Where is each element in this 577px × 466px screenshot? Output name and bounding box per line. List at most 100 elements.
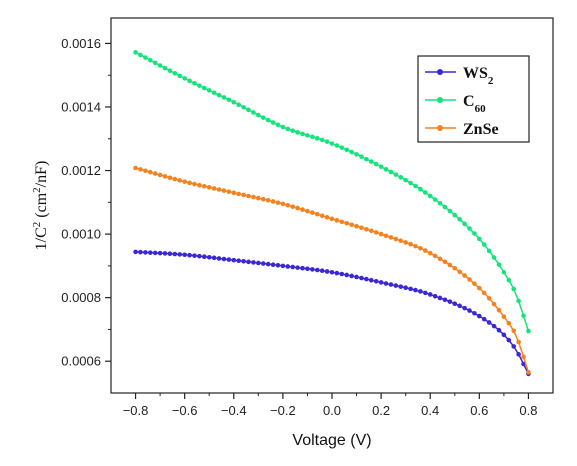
data-point bbox=[202, 85, 207, 91]
data-point bbox=[506, 337, 512, 343]
data-point bbox=[241, 192, 246, 198]
y-tick-label: 0.0012 bbox=[61, 163, 101, 178]
data-point bbox=[275, 262, 281, 268]
y-axis-title-unit-open: (cm bbox=[33, 192, 50, 221]
data-point bbox=[516, 298, 521, 304]
data-point bbox=[314, 136, 320, 141]
data-point bbox=[319, 137, 325, 143]
series-znse bbox=[133, 165, 531, 375]
data-point bbox=[236, 102, 241, 107]
data-point bbox=[260, 196, 266, 202]
data-point bbox=[324, 269, 330, 274]
data-point bbox=[418, 245, 423, 251]
data-point bbox=[388, 169, 394, 175]
data-point bbox=[388, 235, 394, 240]
data-point bbox=[334, 270, 340, 276]
legend-swatch-marker bbox=[437, 69, 443, 75]
data-point bbox=[359, 154, 364, 159]
data-point bbox=[324, 215, 330, 220]
data-point bbox=[437, 200, 443, 206]
data-point bbox=[457, 217, 462, 222]
data-point bbox=[187, 180, 192, 186]
data-point bbox=[310, 210, 315, 215]
data-point bbox=[354, 152, 359, 157]
data-point bbox=[172, 176, 178, 182]
data-point bbox=[491, 255, 497, 260]
data-point bbox=[467, 308, 472, 313]
data-point bbox=[231, 99, 237, 105]
data-point bbox=[393, 283, 399, 288]
y-tick-label: 0.0016 bbox=[61, 36, 101, 51]
data-point bbox=[368, 159, 374, 164]
data-point bbox=[162, 65, 168, 71]
data-point bbox=[344, 272, 350, 278]
data-point bbox=[305, 208, 310, 214]
data-point bbox=[152, 250, 158, 256]
data-point bbox=[349, 222, 354, 228]
legend-label-name: WS bbox=[463, 65, 488, 82]
data-point bbox=[472, 231, 477, 236]
data-point bbox=[275, 200, 281, 205]
data-point bbox=[226, 189, 232, 194]
data-point bbox=[442, 204, 448, 210]
data-point bbox=[314, 267, 320, 273]
y-axis: 0.0006 0.0008 0.0010 0.0012 0.0014 0.0016 bbox=[61, 36, 111, 369]
data-point bbox=[133, 165, 138, 171]
data-point bbox=[319, 268, 325, 274]
data-point bbox=[152, 60, 158, 66]
data-point bbox=[157, 172, 163, 178]
data-point bbox=[182, 76, 187, 81]
data-point bbox=[521, 354, 526, 360]
data-point bbox=[344, 147, 350, 153]
data-point bbox=[162, 174, 168, 179]
data-point bbox=[477, 236, 482, 242]
y-axis-title: 1/C2 (cm2/nF) bbox=[31, 161, 50, 251]
data-point bbox=[403, 285, 408, 291]
legend-label-subscript: 2 bbox=[488, 75, 494, 87]
data-point bbox=[290, 264, 296, 270]
legend-label-subscript: 60 bbox=[475, 103, 487, 115]
data-point bbox=[442, 297, 448, 303]
data-point bbox=[138, 52, 143, 58]
data-point bbox=[260, 261, 266, 266]
data-point bbox=[206, 88, 212, 93]
data-point bbox=[211, 255, 217, 261]
data-point bbox=[329, 216, 335, 222]
data-point bbox=[177, 252, 183, 257]
data-point bbox=[501, 269, 507, 275]
data-point bbox=[393, 172, 399, 177]
data-point bbox=[373, 161, 379, 167]
data-point bbox=[314, 211, 320, 217]
data-point bbox=[496, 307, 502, 313]
data-point bbox=[285, 264, 291, 269]
x-tick-label: 0.8 bbox=[519, 403, 537, 418]
data-point bbox=[423, 248, 428, 253]
data-point bbox=[408, 180, 413, 186]
x-tick-label: 0.2 bbox=[372, 403, 390, 418]
data-point bbox=[295, 130, 300, 135]
data-point bbox=[192, 80, 197, 86]
data-point bbox=[452, 265, 458, 271]
data-point bbox=[334, 218, 340, 223]
data-point bbox=[383, 167, 389, 172]
data-point bbox=[187, 252, 192, 258]
data-point bbox=[270, 199, 276, 204]
data-point bbox=[280, 201, 286, 207]
series-layer bbox=[133, 50, 531, 377]
data-point bbox=[378, 164, 384, 170]
data-point bbox=[202, 254, 207, 260]
data-point bbox=[403, 177, 408, 183]
data-point bbox=[413, 183, 418, 189]
series-c60 bbox=[133, 50, 531, 334]
data-point bbox=[491, 323, 497, 329]
data-point bbox=[226, 97, 232, 103]
y-axis-title-unit-sup: 2 bbox=[31, 187, 43, 193]
y-axis-title-prefix: 1/C bbox=[33, 227, 50, 250]
data-point bbox=[418, 289, 423, 294]
x-axis: −0.8 −0.6 −0.4 −0.2 0.0 0.2 0.4 0.6 0.8 bbox=[123, 393, 537, 418]
data-point bbox=[256, 260, 261, 266]
data-point bbox=[147, 250, 153, 255]
data-point bbox=[152, 171, 158, 176]
